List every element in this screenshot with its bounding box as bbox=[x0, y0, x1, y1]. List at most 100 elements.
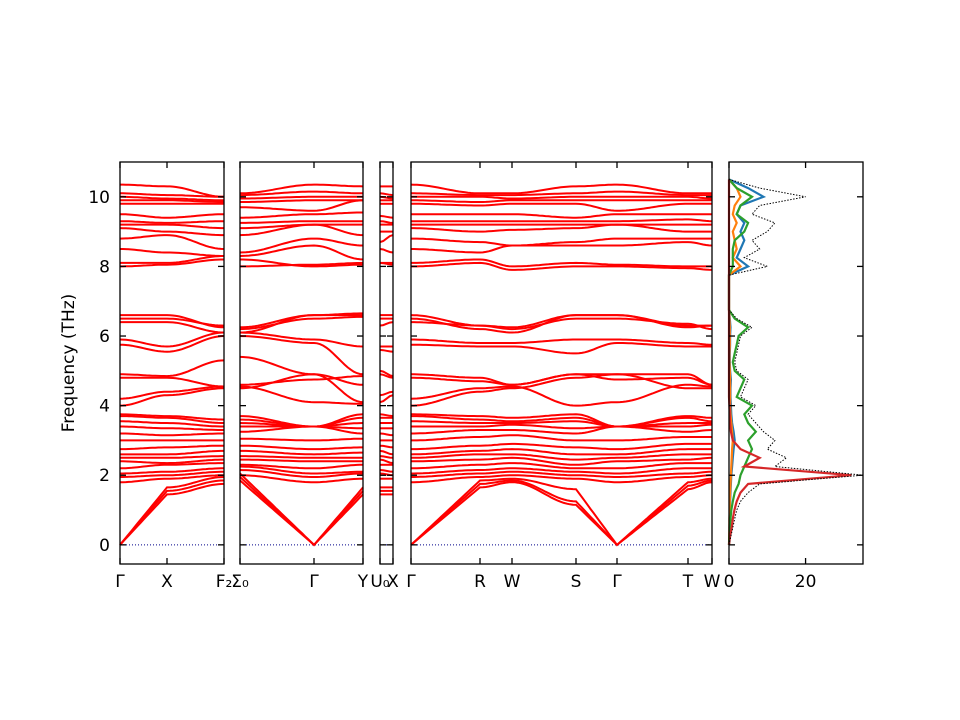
band-line-30 bbox=[119, 227, 224, 237]
band-line-8 bbox=[411, 453, 712, 461]
axes-frame-2 bbox=[379, 161, 394, 565]
k-point-label: S bbox=[571, 572, 582, 592]
band-line-12 bbox=[411, 425, 713, 435]
band-line-10 bbox=[240, 444, 363, 451]
band-line-36 bbox=[120, 195, 224, 202]
band-line-29 bbox=[379, 234, 394, 244]
band-line-25 bbox=[240, 312, 363, 334]
band-line-17 bbox=[119, 387, 225, 407]
band-line-7 bbox=[411, 456, 713, 466]
band-line-14 bbox=[411, 420, 712, 428]
band-line-9 bbox=[240, 449, 363, 456]
band-line-10 bbox=[411, 442, 712, 451]
band-line-5 bbox=[239, 465, 363, 475]
k-point-label: Γ bbox=[406, 572, 416, 592]
band-line-34 bbox=[239, 199, 364, 212]
band-line-35 bbox=[120, 199, 224, 203]
band-line-10 bbox=[120, 444, 224, 451]
band-line-7 bbox=[240, 458, 363, 463]
y-tick-label: 2 bbox=[99, 466, 110, 486]
band-lines bbox=[119, 183, 713, 547]
axes-frame-1 bbox=[239, 161, 364, 565]
band-line-33 bbox=[120, 213, 224, 219]
k-point-label: T bbox=[682, 572, 694, 592]
band-line-13 bbox=[120, 425, 224, 431]
band-line-27 bbox=[411, 258, 712, 268]
dos-x-tick-label: 0 bbox=[724, 572, 735, 592]
band-line-37 bbox=[120, 192, 224, 198]
band-line-31 bbox=[120, 223, 224, 230]
band-line-32 bbox=[379, 220, 394, 224]
band-line-37 bbox=[240, 190, 363, 197]
band-line-36 bbox=[240, 195, 363, 200]
band-line-35 bbox=[411, 199, 712, 203]
band-line-17 bbox=[379, 394, 394, 404]
band-line-29 bbox=[119, 234, 225, 250]
band-line-32 bbox=[240, 220, 363, 224]
band-line-32 bbox=[411, 218, 713, 223]
band-line-16 bbox=[379, 413, 394, 418]
k-point-label: Γ bbox=[612, 572, 622, 592]
band-line-27 bbox=[120, 255, 224, 264]
band-line-3 bbox=[411, 474, 713, 484]
band-line-36 bbox=[411, 195, 712, 200]
k-point-label: Σ₀ bbox=[231, 572, 249, 592]
band-line-22 bbox=[239, 331, 364, 348]
band-line-20 bbox=[411, 373, 713, 386]
band-line-19 bbox=[379, 373, 394, 379]
band-line-18 bbox=[410, 383, 713, 407]
band-line-26 bbox=[120, 258, 224, 268]
band-line-19 bbox=[120, 376, 225, 388]
band-line-4 bbox=[120, 470, 224, 478]
band-line-38 bbox=[120, 183, 225, 198]
band-line-11 bbox=[240, 437, 363, 442]
dos-series-4 bbox=[727, 179, 852, 546]
y-tick-label: 4 bbox=[99, 397, 110, 417]
band-line-25 bbox=[410, 314, 713, 329]
band-line-4 bbox=[411, 470, 712, 478]
band-line-31 bbox=[240, 223, 363, 230]
y-tick-label: 0 bbox=[99, 536, 110, 556]
band-line-22 bbox=[411, 338, 712, 346]
band-line-15 bbox=[120, 415, 224, 424]
band-line-4 bbox=[239, 469, 363, 478]
band-line-9 bbox=[379, 449, 394, 456]
band-line-9 bbox=[120, 449, 224, 456]
band-line-32 bbox=[120, 220, 224, 224]
dos-x-tick-label: 20 bbox=[795, 572, 817, 592]
band-line-28 bbox=[411, 241, 713, 254]
k-point-label: R bbox=[474, 572, 486, 592]
band-line-28 bbox=[379, 248, 394, 254]
band-line-18 bbox=[119, 385, 224, 400]
band-line-9 bbox=[410, 448, 712, 456]
k-point-label: X bbox=[161, 572, 173, 592]
axes-frame-0 bbox=[119, 161, 225, 565]
band-line-7 bbox=[120, 458, 224, 465]
y-tick-label: 8 bbox=[99, 257, 110, 277]
band-line-0 bbox=[410, 481, 713, 547]
band-line-29 bbox=[239, 237, 363, 254]
y-tick-label: 10 bbox=[88, 188, 110, 208]
band-line-34 bbox=[411, 202, 712, 212]
band-line-19 bbox=[239, 375, 363, 386]
dos-series-0 bbox=[728, 178, 864, 546]
band-line-18 bbox=[239, 385, 363, 405]
band-line-30 bbox=[239, 223, 364, 237]
band-line-26 bbox=[240, 258, 363, 268]
dos-series-3 bbox=[727, 178, 758, 545]
band-line-23 bbox=[239, 315, 363, 331]
k-point-label: U₀ bbox=[370, 572, 389, 592]
band-line-26 bbox=[411, 261, 713, 271]
k-point-label: Γ bbox=[309, 572, 319, 592]
band-line-15 bbox=[411, 415, 713, 428]
band-line-0 bbox=[119, 482, 225, 546]
band-line-37 bbox=[411, 190, 712, 197]
band-line-33 bbox=[240, 211, 363, 219]
band-line-3 bbox=[120, 474, 225, 484]
band-line-22 bbox=[119, 331, 225, 348]
dos-curves bbox=[727, 178, 864, 546]
band-line-38 bbox=[410, 183, 712, 195]
band-line-13 bbox=[411, 423, 712, 430]
